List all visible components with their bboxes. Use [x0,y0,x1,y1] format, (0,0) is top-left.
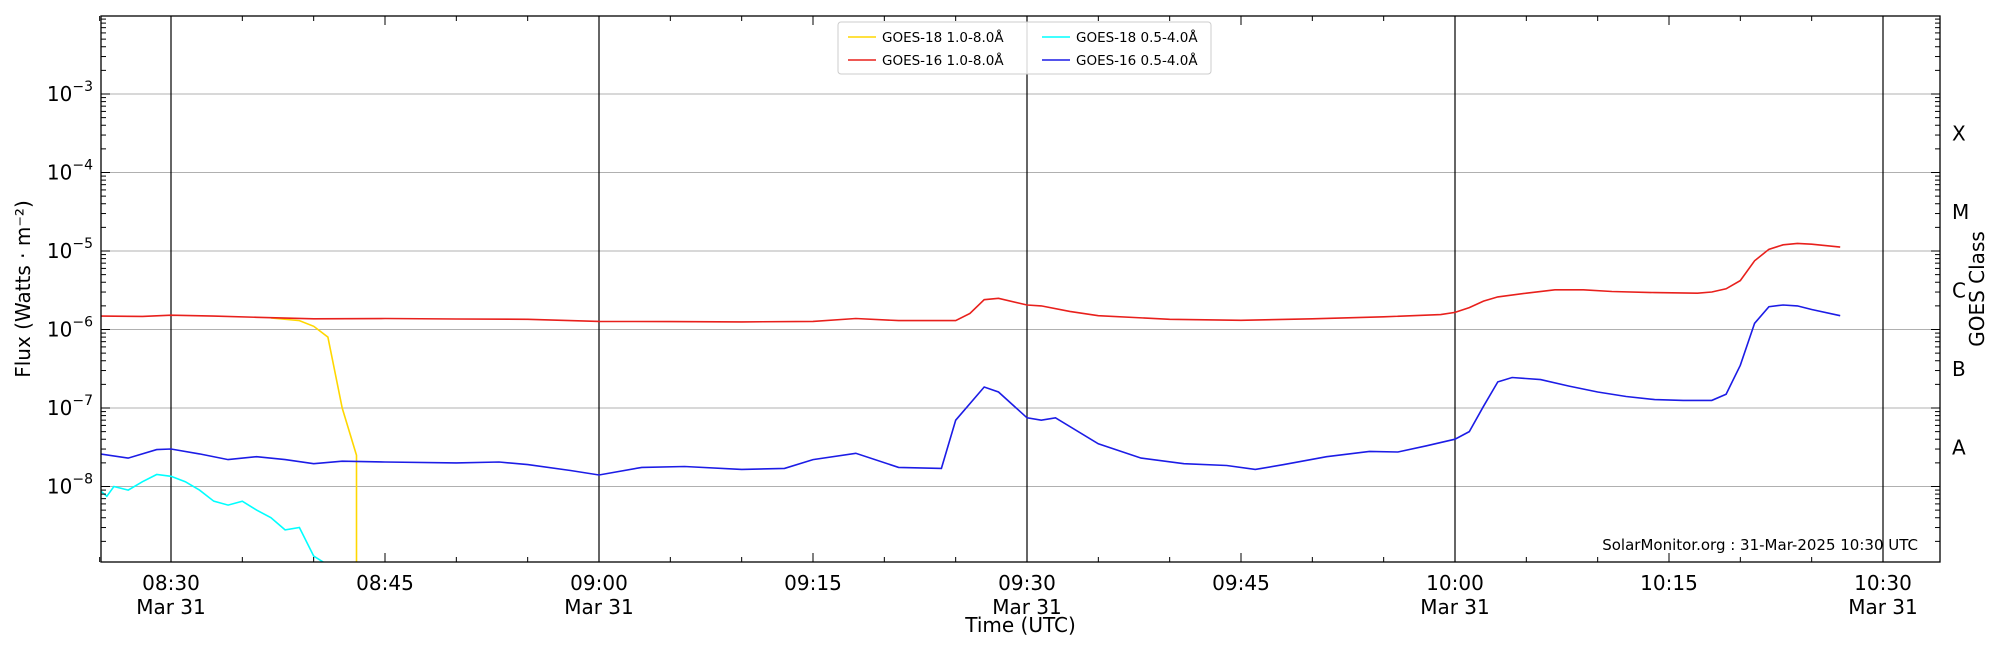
x-tick-label: 09:00 [570,571,628,595]
x-tick-label: 09:30 [998,571,1056,595]
grid-layer [101,93,1940,487]
goes-class-label: X [1952,121,1966,145]
x-tick-label: 08:30 [142,571,200,595]
y-tick-label: 10−7 [47,393,93,420]
x-tick-label: 10:15 [1640,571,1698,595]
tick-layer [99,16,1940,562]
y-axis-label: Flux (Watts · m⁻²) [11,200,35,378]
y-tick-label: 10−5 [47,236,93,263]
x-axis-label: Time (UTC) [964,613,1076,637]
x-tick-label: 10:30 [1854,571,1912,595]
series-line-4 [101,304,1841,476]
series-line-3 [101,473,325,562]
goes-class-label: C [1952,278,1966,302]
y-tick-label: 10−3 [47,79,93,106]
legend-label: GOES-16 0.5-4.0Å [1076,52,1198,69]
legend-label: GOES-16 1.0-8.0Å [882,52,1004,69]
legend-label: GOES-18 1.0-8.0Å [882,29,1004,46]
series-line-2 [101,242,1841,323]
legend: GOES-18 1.0-8.0Å GOES-16 1.0-8.0Å GOES-18 … [837,21,1212,75]
y-tick-label: 10−6 [47,315,93,342]
y-tick-label: 10−8 [47,472,93,499]
x-tick-date-label: Mar 31 [136,595,206,619]
plot-frame [100,15,1941,563]
x-tick-label: 09:15 [784,571,842,595]
x-tick-date-label: Mar 31 [564,595,634,619]
x-tick-label: 10:00 [1426,571,1484,595]
x-tick-date-label: Mar 31 [1848,595,1918,619]
x-tick-label: 08:45 [356,571,414,595]
x-tick-label: 09:45 [1212,571,1270,595]
y-tick-label: 10−4 [47,158,93,185]
x-tick-date-label: Mar 31 [992,595,1062,619]
goes-class-axis-label: GOES Class [1965,231,1989,347]
legend-label: GOES-18 0.5-4.0Å [1076,29,1198,46]
series-line-1 [270,317,358,562]
time-marker-lines [170,16,1884,562]
goes-class-label: B [1952,357,1966,381]
goes-class-label: A [1952,435,1966,459]
legend-box [837,21,1212,75]
credit-text: SolarMonitor.org : 31-Mar-2025 10:30 UTC [1602,536,1918,554]
x-tick-date-label: Mar 31 [1420,595,1490,619]
goes-class-label: M [1952,200,1969,224]
series-layer [101,242,1841,562]
